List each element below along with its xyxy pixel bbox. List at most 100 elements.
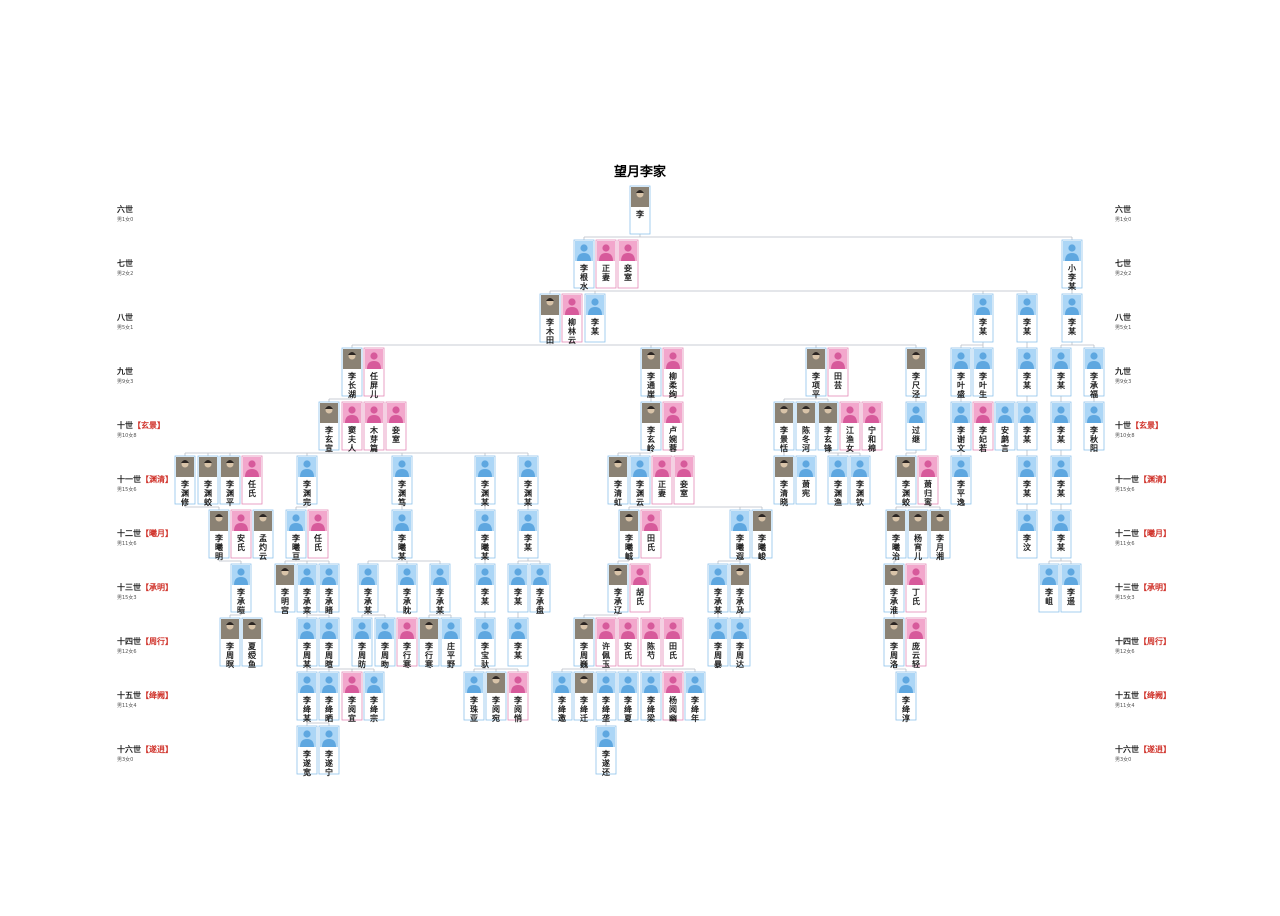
person-name: 李承某 — [363, 587, 373, 615]
person-name: 李秋阳 — [1089, 425, 1099, 453]
avatar-body — [599, 685, 613, 693]
avatar-head — [398, 514, 406, 522]
avatar-head — [364, 568, 372, 576]
person-name: 李绛垄 — [601, 695, 611, 723]
person-card: 李渊渔 — [827, 455, 849, 507]
connector — [428, 612, 452, 618]
generation-name: 十二世 — [1115, 528, 1139, 538]
portrait-hair — [580, 676, 588, 679]
person-name: 李周昒 — [380, 641, 390, 669]
person-name: 李珠亚 — [469, 695, 479, 723]
avatar-body — [478, 577, 492, 585]
avatar-body — [521, 523, 535, 531]
avatar-body — [1064, 577, 1078, 585]
person-name: 李承辽 — [613, 587, 623, 615]
generation-name: 六世 — [117, 204, 133, 214]
person-name: 李阅宜 — [347, 695, 357, 723]
person-name: 李遂宽 — [302, 749, 312, 777]
person-name: 妾室 — [392, 425, 401, 444]
avatar-body — [909, 577, 923, 585]
avatar-body — [831, 361, 845, 369]
avatar-body — [555, 685, 569, 693]
generation-name: 十世 — [1115, 420, 1131, 430]
person-card: 李周巍 — [573, 617, 595, 669]
avatar-body — [1020, 469, 1034, 477]
person-card: 陈冬河 — [795, 401, 817, 453]
person-card: 李渊修 — [174, 455, 196, 507]
generation-tag: 【渊清】 — [1139, 474, 1171, 484]
portrait-hair — [802, 406, 810, 409]
avatar-body — [400, 577, 414, 585]
generation-name: 七世 — [1115, 258, 1131, 268]
avatar-body — [322, 577, 336, 585]
portrait-hair — [758, 514, 766, 517]
generation-count: 男15女3 — [117, 594, 137, 601]
avatar-body — [565, 307, 579, 315]
avatar-head — [669, 622, 677, 630]
person-card: 丁氏 — [905, 563, 927, 613]
person-card: 李承夃 — [729, 563, 751, 615]
avatar-body — [666, 685, 680, 693]
person-card: 李承寀 — [296, 563, 318, 615]
connectors — [184, 234, 1095, 726]
avatar-body — [234, 577, 248, 585]
avatar-head — [924, 460, 932, 468]
avatar-body — [677, 469, 691, 477]
connector — [295, 504, 308, 510]
avatar-head — [481, 460, 489, 468]
person-name: 李周暝 — [225, 641, 235, 669]
connector — [328, 666, 375, 672]
portrait-hair — [614, 460, 622, 463]
generation-label: 十三世【承明】 — [117, 582, 173, 592]
avatar-body — [899, 685, 913, 693]
person-card: 李月湘 — [929, 509, 951, 561]
person-card: 任屏儿 — [363, 347, 385, 399]
generation-name: 十四世 — [117, 636, 141, 646]
person-name: 李承睹 — [324, 587, 334, 615]
person-card: 李曦遐 — [729, 509, 751, 561]
connector — [517, 558, 541, 564]
avatar-body — [355, 631, 369, 639]
person-name: 李周暴 — [713, 641, 723, 669]
person-name: 李曦明 — [214, 533, 224, 561]
person-name: 陈芍 — [647, 641, 656, 660]
person-card: 李木田 — [539, 293, 561, 345]
avatar-body — [395, 469, 409, 477]
person-card: 李阅宛 — [485, 671, 507, 723]
generation-name: 八世 — [116, 312, 133, 322]
connector — [827, 450, 861, 456]
person-name: 江渔女 — [846, 425, 855, 453]
avatar-body — [1020, 307, 1034, 315]
avatar-head — [481, 568, 489, 576]
avatar-head — [303, 460, 311, 468]
avatar-head — [303, 730, 311, 738]
person-card: 李渊某 — [474, 455, 496, 507]
generation-label: 七世 — [1115, 258, 1131, 268]
person-name: 李某 — [590, 317, 600, 336]
person-card: 李阅悄 — [507, 671, 529, 723]
person-name: 李渊蛟 — [203, 479, 213, 507]
avatar-head — [348, 676, 356, 684]
person-name: 李承淮 — [889, 587, 899, 615]
connector — [367, 558, 441, 564]
person-name: 安鹧言 — [1001, 425, 1010, 453]
person-card: 李某 — [474, 563, 496, 613]
person-name: 田氏 — [647, 534, 656, 552]
person-name: 李绛年 — [690, 695, 700, 723]
person-name: 李遂宁 — [324, 749, 334, 777]
title: 望月李家 — [614, 164, 667, 180]
person-name: 李周昉 — [357, 641, 367, 669]
connector — [1060, 342, 1095, 348]
portrait-hair — [780, 460, 788, 463]
person-card: 妾室 — [385, 401, 407, 451]
portrait-hair — [892, 514, 900, 517]
connector — [218, 558, 242, 564]
person-name: 李项平 — [811, 371, 821, 399]
person-name: 丁氏 — [912, 588, 921, 606]
person-card: 李承盘 — [529, 563, 551, 615]
generation-count: 男11女4 — [1115, 702, 1135, 709]
avatar-body — [655, 469, 669, 477]
avatar-body — [511, 685, 525, 693]
person-card: 李某 — [1061, 293, 1083, 343]
